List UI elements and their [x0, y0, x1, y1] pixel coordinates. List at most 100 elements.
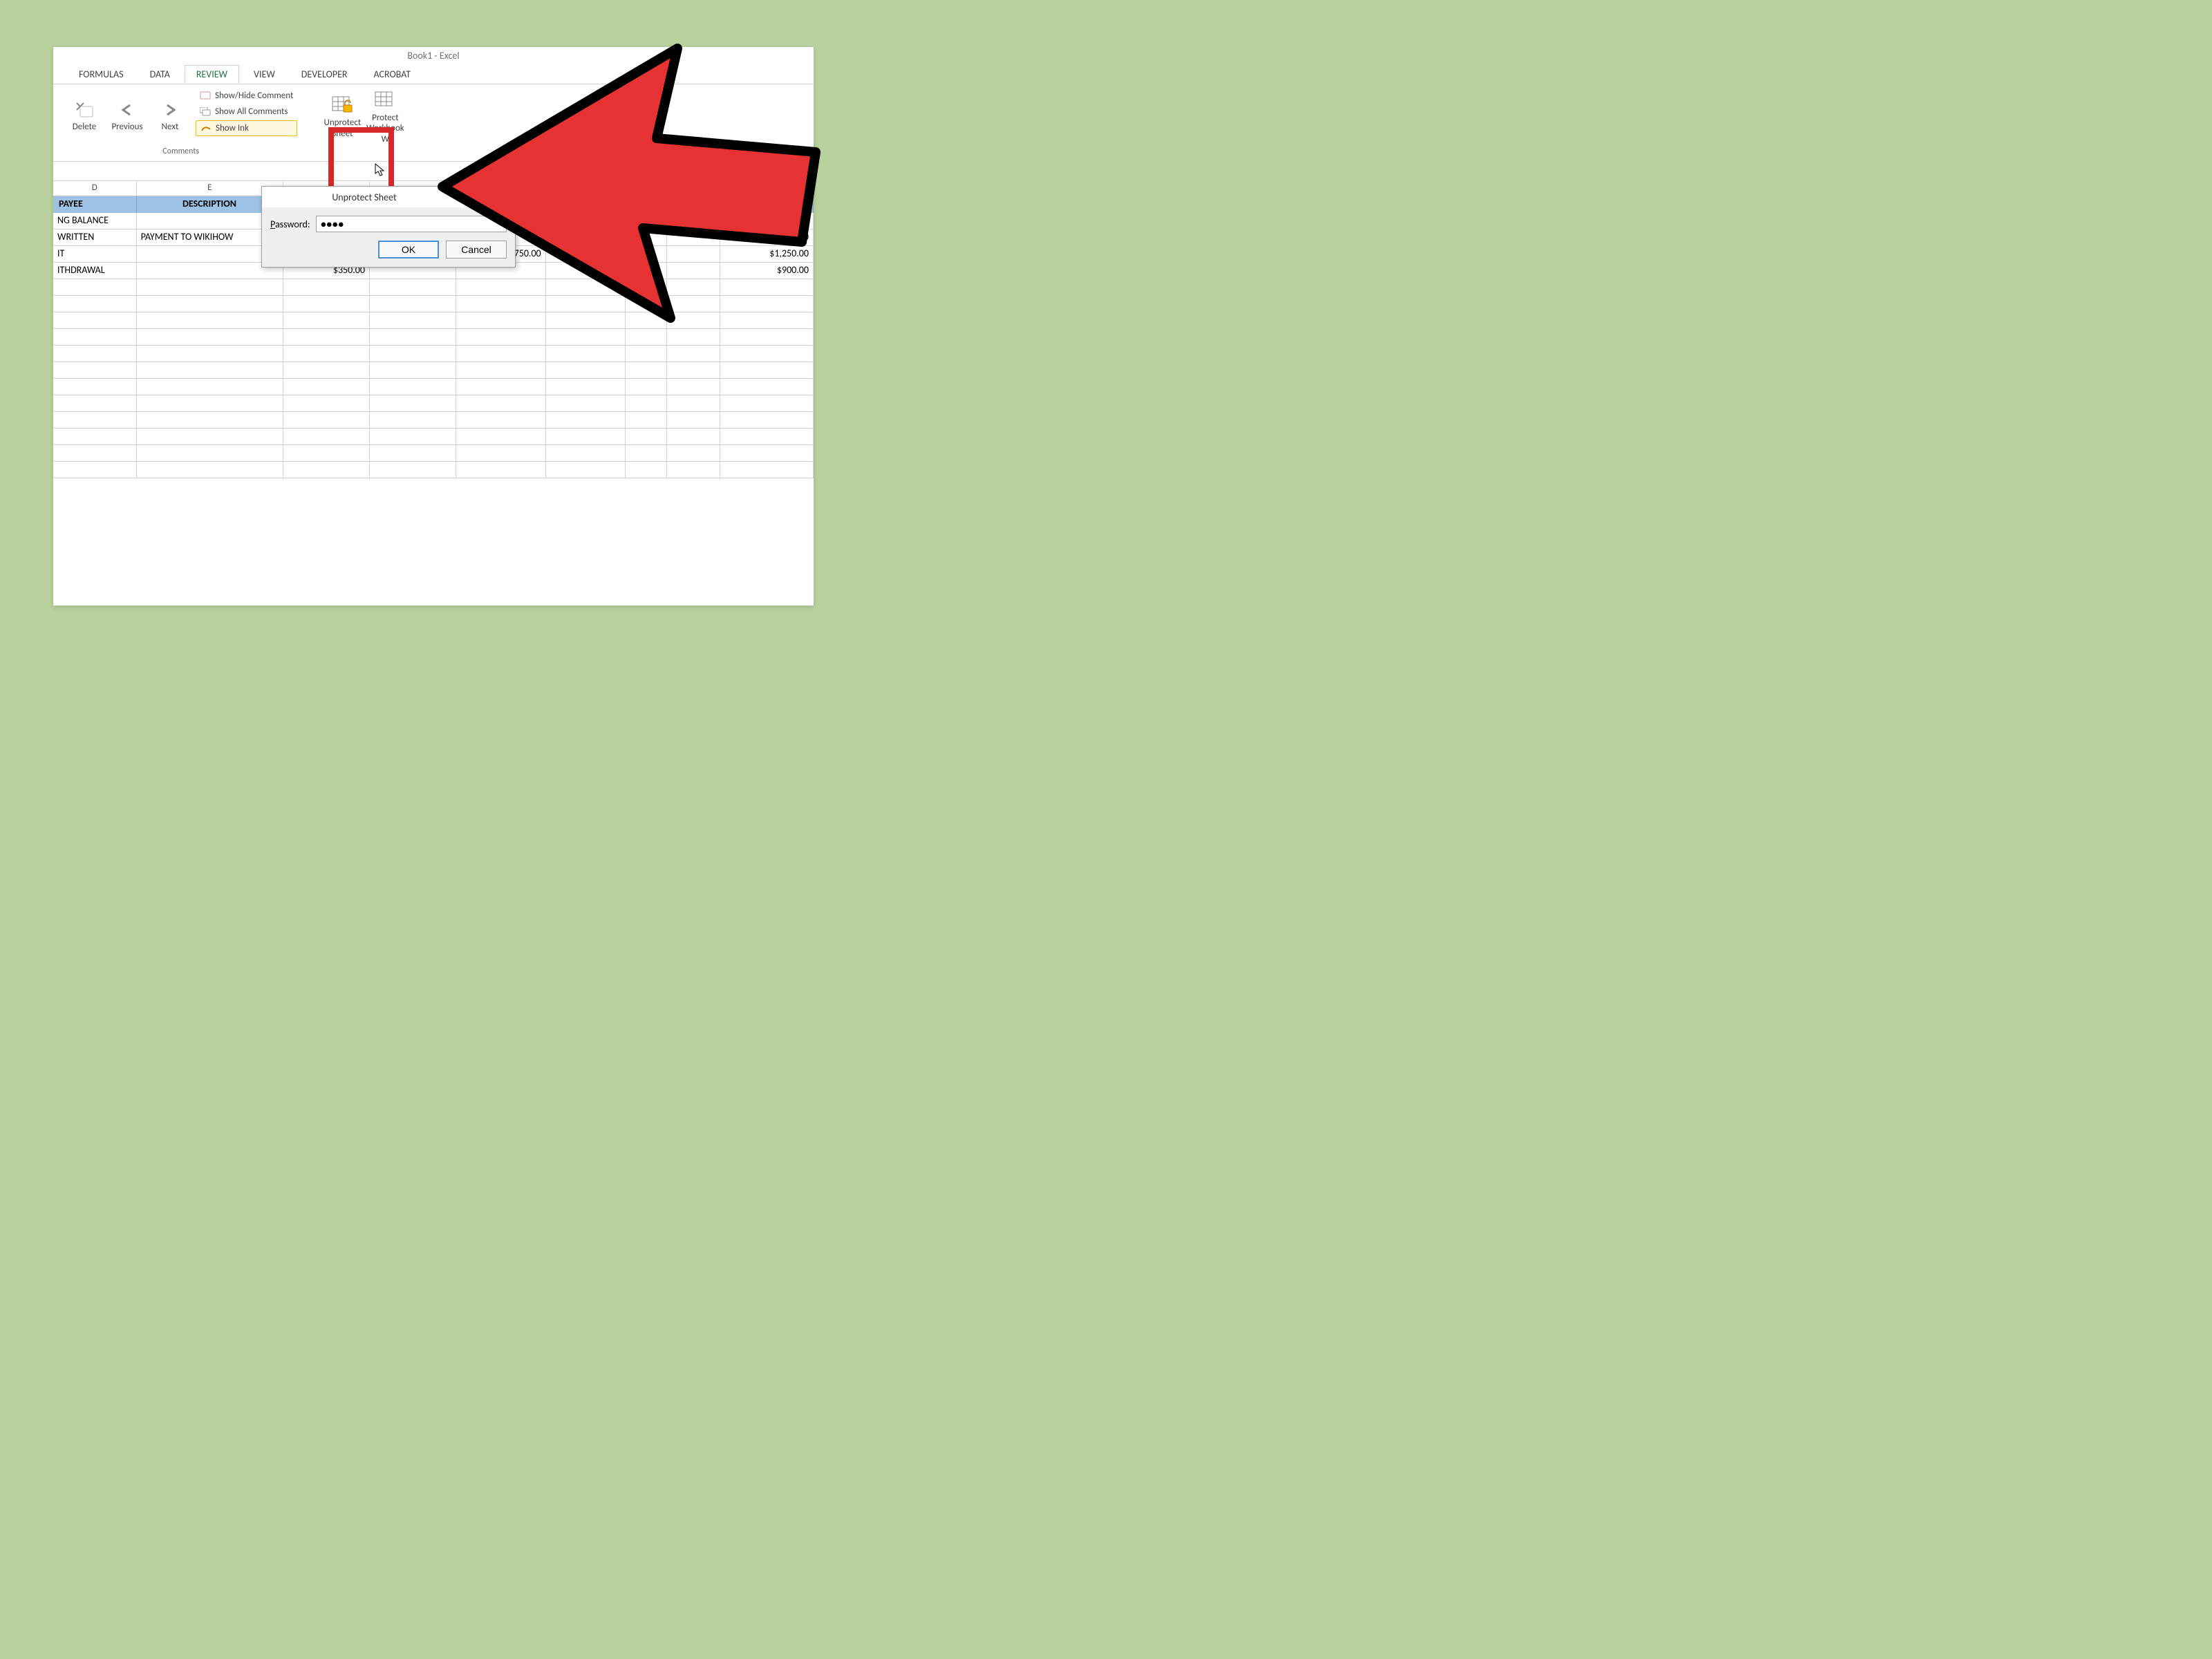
protect-workbook-button[interactable]: Protect Workbook W — [365, 88, 405, 145]
cell[interactable] — [53, 279, 137, 296]
cell[interactable] — [667, 429, 720, 445]
cell[interactable] — [456, 329, 545, 346]
cell[interactable] — [456, 412, 545, 429]
cell[interactable] — [626, 279, 666, 296]
cell[interactable] — [546, 412, 626, 429]
cell[interactable] — [667, 412, 720, 429]
dialog-close-button[interactable]: × — [486, 187, 515, 207]
cell[interactable] — [283, 379, 370, 395]
cell[interactable] — [53, 412, 137, 429]
cell[interactable] — [667, 445, 720, 462]
cell[interactable] — [720, 412, 814, 429]
cell[interactable] — [667, 296, 720, 312]
cell[interactable] — [370, 279, 456, 296]
cell[interactable] — [456, 312, 545, 329]
cell[interactable]: $1,250.00 — [720, 246, 814, 263]
cell[interactable] — [546, 445, 626, 462]
cell[interactable] — [626, 229, 666, 246]
cell[interactable] — [667, 213, 720, 229]
cell[interactable] — [53, 296, 137, 312]
cell[interactable] — [456, 279, 545, 296]
cell[interactable] — [137, 296, 283, 312]
cell[interactable] — [546, 346, 626, 362]
cell[interactable] — [137, 445, 283, 462]
cell[interactable]: ITHDRAWAL — [53, 263, 137, 279]
cell[interactable] — [626, 429, 666, 445]
cell[interactable] — [546, 429, 626, 445]
cell[interactable] — [546, 462, 626, 478]
cell[interactable] — [667, 229, 720, 246]
cell[interactable] — [720, 362, 814, 379]
cell[interactable] — [546, 246, 626, 263]
cell[interactable] — [137, 362, 283, 379]
cell[interactable] — [53, 312, 137, 329]
cell[interactable] — [546, 213, 626, 229]
cell[interactable] — [546, 263, 626, 279]
cell[interactable] — [370, 429, 456, 445]
cell[interactable] — [283, 346, 370, 362]
cell[interactable] — [370, 412, 456, 429]
cell[interactable]: IT — [53, 246, 137, 263]
cell[interactable] — [53, 429, 137, 445]
cell[interactable] — [370, 329, 456, 346]
cell[interactable] — [137, 279, 283, 296]
table-header-cell[interactable]: BALANCE — [720, 196, 814, 213]
cell[interactable] — [667, 263, 720, 279]
cell[interactable] — [53, 395, 137, 412]
cell[interactable] — [720, 296, 814, 312]
cell[interactable] — [137, 412, 283, 429]
cell[interactable]: $1,000.00 — [720, 213, 814, 229]
cell[interactable] — [546, 279, 626, 296]
cell[interactable]: $900.00 — [720, 263, 814, 279]
table-header-cell[interactable] — [667, 196, 720, 213]
cell[interactable] — [720, 312, 814, 329]
cell[interactable] — [283, 279, 370, 296]
cell[interactable] — [626, 213, 666, 229]
cell[interactable] — [626, 445, 666, 462]
cell[interactable] — [137, 379, 283, 395]
cell[interactable] — [626, 246, 666, 263]
cell[interactable] — [370, 362, 456, 379]
cell[interactable] — [720, 329, 814, 346]
cell[interactable]: NG BALANCE — [53, 213, 137, 229]
tab-formulas[interactable]: FORMULAS — [67, 65, 135, 84]
cell[interactable]: $500.00 — [720, 229, 814, 246]
cell[interactable] — [456, 296, 545, 312]
cell[interactable] — [456, 445, 545, 462]
cell[interactable] — [370, 296, 456, 312]
cell[interactable] — [53, 445, 137, 462]
cell[interactable] — [137, 346, 283, 362]
cell[interactable] — [546, 296, 626, 312]
cell[interactable] — [456, 346, 545, 362]
cell[interactable] — [370, 312, 456, 329]
cell[interactable] — [667, 462, 720, 478]
cell[interactable] — [283, 329, 370, 346]
cell[interactable] — [53, 329, 137, 346]
cell[interactable] — [283, 445, 370, 462]
tab-developer[interactable]: DEVELOPER — [290, 65, 359, 84]
cell[interactable] — [720, 279, 814, 296]
cell[interactable] — [283, 296, 370, 312]
cell[interactable] — [626, 412, 666, 429]
cell[interactable] — [720, 429, 814, 445]
show-hide-comment-button[interactable]: Show/Hide Comment — [196, 88, 297, 103]
cell[interactable] — [720, 346, 814, 362]
cell[interactable] — [626, 263, 666, 279]
cell[interactable] — [137, 395, 283, 412]
cell[interactable] — [720, 395, 814, 412]
cell[interactable] — [370, 346, 456, 362]
cell[interactable] — [626, 462, 666, 478]
cell[interactable] — [137, 462, 283, 478]
cell[interactable] — [667, 246, 720, 263]
cell[interactable] — [456, 362, 545, 379]
cell[interactable] — [546, 229, 626, 246]
cell[interactable] — [283, 362, 370, 379]
cell[interactable] — [370, 445, 456, 462]
cell[interactable] — [720, 379, 814, 395]
column-header[interactable]: H — [546, 181, 626, 196]
cell[interactable] — [456, 462, 545, 478]
column-header[interactable]: I — [626, 181, 667, 196]
cell[interactable] — [667, 395, 720, 412]
table-header-cell[interactable]: PAYEE — [53, 196, 137, 213]
cell[interactable] — [370, 395, 456, 412]
